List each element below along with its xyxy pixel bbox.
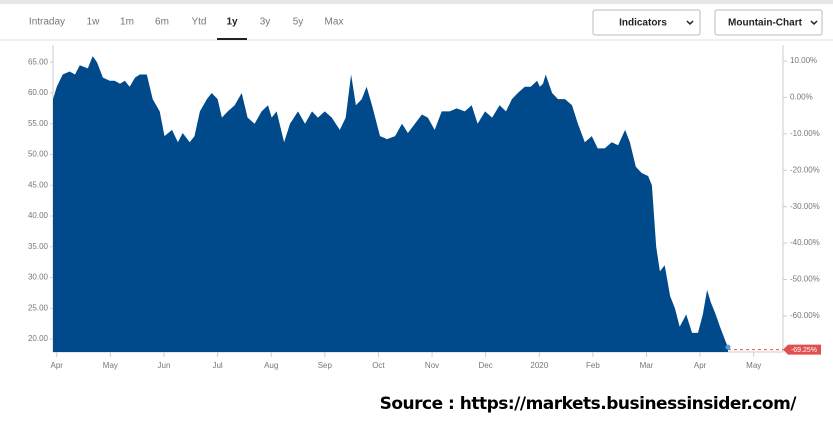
dropdown-caret (810, 20, 818, 26)
dropdown-label[interactable]: Indicators (619, 18, 667, 29)
source-note: Source : https://markets.businessinsider… (380, 394, 798, 414)
x-tick-label: Mar (640, 361, 654, 370)
y2-tick-label: -30.00% (790, 202, 820, 211)
x-tick-label: Oct (372, 361, 385, 370)
x-tick-label: May (103, 361, 118, 370)
price-area (53, 56, 728, 352)
y-tick-label: 30.00 (28, 273, 49, 282)
x-tick-label: Nov (425, 361, 439, 370)
x-tick-label: Apr (51, 361, 64, 370)
y-tick-label: 35.00 (28, 242, 49, 251)
range-tab[interactable]: 1y (226, 17, 238, 28)
last-point (725, 344, 731, 350)
dropdown-box[interactable] (714, 9, 823, 36)
range-tab[interactable]: 6m (155, 17, 169, 28)
y2-tick-label: 0.00% (790, 93, 813, 102)
x-tick-label: Sep (318, 361, 333, 370)
range-tab[interactable]: Max (325, 17, 344, 28)
last-change-label: -69.25% (791, 347, 817, 354)
y2-tick-label: -20.00% (790, 165, 820, 174)
y-tick-label: 55.00 (28, 119, 49, 128)
y2-tick-label: -50.00% (790, 275, 820, 284)
x-tick-label: May (746, 361, 761, 370)
y2-tick-label: 10.00% (790, 56, 817, 65)
dropdown-caret (686, 20, 694, 26)
range-tab[interactable]: Ytd (191, 17, 206, 28)
range-tab[interactable]: Intraday (29, 17, 65, 28)
x-tick-label: Feb (586, 361, 600, 370)
y2-tick-label: -40.00% (790, 238, 820, 247)
y-tick-label: 40.00 (28, 211, 49, 220)
range-tab[interactable]: 1m (120, 17, 134, 28)
top-strip (0, 0, 833, 4)
x-tick-label: Apr (694, 361, 707, 370)
x-tick-label: Aug (264, 361, 278, 370)
dropdown-label[interactable]: Mountain-Chart (728, 18, 803, 29)
y2-tick-label: -10.00% (790, 129, 820, 138)
x-tick-label: Dec (479, 361, 493, 370)
y-tick-label: 45.00 (28, 180, 49, 189)
range-tab[interactable]: 5y (293, 17, 304, 28)
range-tab[interactable]: 3y (260, 17, 271, 28)
y-tick-label: 65.00 (28, 57, 49, 66)
range-tab[interactable]: 1w (87, 17, 101, 28)
y-tick-label: 20.00 (28, 334, 49, 343)
x-tick-label: 2020 (530, 361, 548, 370)
y-tick-label: 50.00 (28, 150, 49, 159)
x-tick-label: Jun (158, 361, 171, 370)
y-tick-label: 25.00 (28, 303, 49, 312)
y2-tick-label: -60.00% (790, 311, 820, 320)
dropdown-box[interactable] (592, 9, 701, 36)
active-tab-underline (217, 38, 247, 40)
last-change-tag (783, 344, 821, 355)
x-tick-label: Jul (212, 361, 222, 370)
y-tick-label: 60.00 (28, 88, 49, 97)
